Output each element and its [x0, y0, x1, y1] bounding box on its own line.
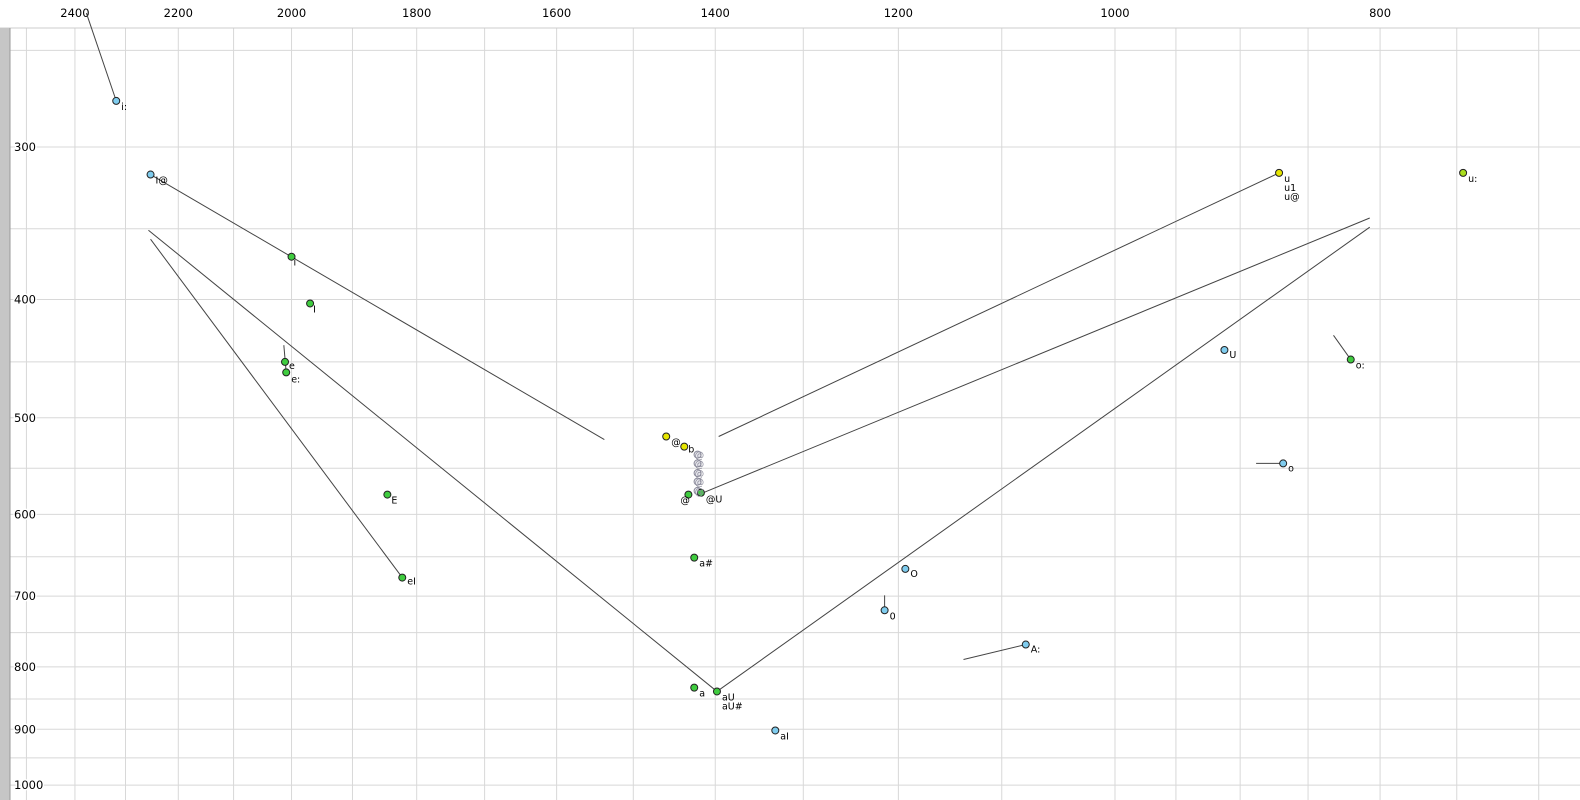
vowel-point-marker[interactable]	[282, 368, 291, 377]
trajectory-line-o:	[1333, 335, 1352, 360]
vowel-point-marker[interactable]	[1275, 168, 1284, 177]
vowel-point-marker[interactable]	[398, 573, 407, 582]
vowel-point-marker[interactable]	[693, 450, 702, 459]
vowel-point-marker[interactable]	[680, 442, 689, 451]
vowel-point-label: a	[699, 689, 705, 700]
vowel-point-label: @U	[706, 495, 723, 506]
vowel-point-label: eI	[407, 577, 416, 588]
vowel-point-label: O	[910, 569, 917, 580]
trajectory-line-aU	[716, 226, 1371, 692]
vowel-point-label: U	[1229, 350, 1236, 361]
trajectory-line-aI	[148, 229, 718, 692]
vowel-point-marker[interactable]	[1279, 459, 1288, 468]
trajectory-line-i:	[85, 12, 117, 102]
vowel-point-label: i	[294, 258, 297, 269]
vowel-point-label: u	[1284, 174, 1290, 185]
vowel-point-label: @	[671, 437, 681, 448]
vowel-point-label: a#	[699, 559, 713, 570]
x-tick-label: 800	[1369, 6, 1391, 20]
vowel-point-label: o	[1288, 463, 1294, 474]
vowel-point-marker[interactable]	[1346, 355, 1355, 364]
vowel-point-marker[interactable]	[662, 432, 671, 441]
vowel-point-label: u1	[1284, 183, 1296, 194]
vowel-point-label: aI	[780, 731, 789, 742]
vowel-point-marker[interactable]	[1459, 168, 1468, 177]
vowel-point-marker[interactable]	[693, 477, 702, 486]
vowel-point-label: A:	[1031, 645, 1041, 656]
vowel-point-marker[interactable]	[901, 564, 910, 573]
vowel-point-marker[interactable]	[112, 96, 121, 105]
vowel-point-marker[interactable]	[1220, 345, 1229, 354]
vowel-point-marker[interactable]	[281, 357, 290, 366]
vowel-point-label: @	[695, 451, 705, 462]
vowel-point-label: aU	[722, 692, 735, 703]
x-tick-label: 1400	[701, 6, 730, 20]
vowel-point-label: E	[391, 496, 397, 507]
y-tick-label: 900	[14, 722, 36, 736]
vowel-point-label: @	[695, 478, 705, 489]
vowel-point-label: e	[289, 361, 295, 372]
x-tick-label: 1800	[402, 6, 431, 20]
vowel-point-label: I	[313, 304, 316, 315]
vowel-point-label: u@	[1284, 192, 1300, 203]
vowel-point-label: aU#	[722, 701, 743, 712]
x-tick-label: 2200	[164, 6, 193, 20]
vowel-point-label: u:	[1468, 174, 1477, 185]
vowel-point-marker[interactable]	[712, 687, 721, 696]
vowel-point-label: e:	[291, 374, 300, 385]
vowel-point-marker[interactable]	[287, 252, 296, 261]
vowel-point-label: i:	[121, 102, 127, 113]
vowel-point-marker[interactable]	[880, 606, 889, 615]
x-tick-label: 1200	[884, 6, 913, 20]
vowel-point-label: o:	[1356, 361, 1365, 372]
vowel-point-marker[interactable]	[383, 490, 392, 499]
x-tick-label: 1000	[1100, 6, 1129, 20]
x-tick-label: 2000	[277, 6, 306, 20]
y-tick-label: 700	[14, 589, 36, 603]
y-tick-label: 800	[14, 660, 36, 674]
vowel-point-marker[interactable]	[690, 553, 699, 562]
vowel-point-marker[interactable]	[690, 683, 699, 692]
trajectory-line-I@	[150, 174, 605, 440]
vowel-point-marker[interactable]	[771, 726, 780, 735]
left-gutter	[0, 28, 10, 800]
vowel-point-label: @	[695, 469, 705, 480]
vowel-point-label: @	[695, 487, 705, 498]
vowel-point-marker[interactable]	[1021, 640, 1030, 649]
vowel-point-marker[interactable]	[693, 459, 702, 468]
trajectory-line-u@	[718, 172, 1280, 437]
vowel-point-marker[interactable]	[696, 488, 705, 497]
x-tick-label: 2400	[60, 6, 89, 20]
vowel-point-label: I@	[156, 176, 168, 187]
trajectory-line-@U	[700, 217, 1370, 495]
y-tick-label: 300	[14, 140, 36, 154]
top-axis-band	[0, 0, 1580, 28]
vowel-point-label: 0	[890, 611, 896, 622]
y-tick-label: 400	[14, 292, 36, 306]
vowel-point-label: @	[695, 459, 705, 470]
vowel-point-marker[interactable]	[693, 469, 702, 478]
vowel-point-label: @	[680, 496, 690, 507]
trajectory-line-A:	[963, 644, 1026, 661]
y-tick-label: 600	[14, 507, 36, 521]
vowel-point-label: b	[688, 445, 694, 456]
y-tick-label: 1000	[14, 778, 43, 792]
trajectory-line-eI	[150, 238, 403, 578]
vowel-point-marker[interactable]	[684, 490, 693, 499]
vowel-point-marker[interactable]	[146, 170, 155, 179]
x-tick-label: 1600	[542, 6, 571, 20]
y-tick-label: 500	[14, 411, 36, 425]
vowel-point-marker[interactable]	[306, 299, 315, 308]
